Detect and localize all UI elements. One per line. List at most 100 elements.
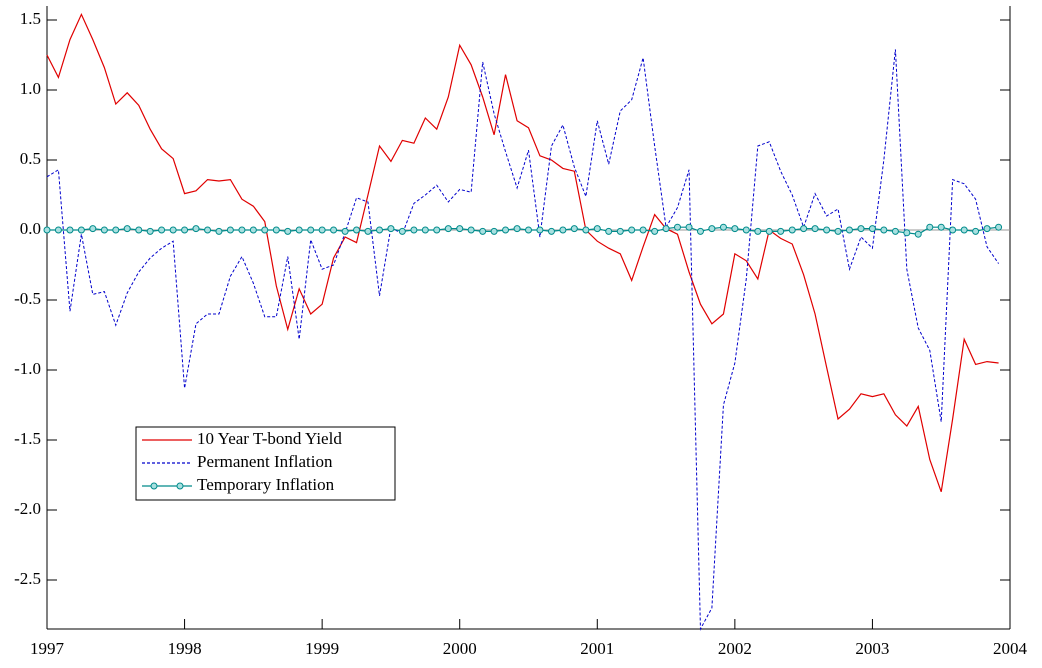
marker	[593, 225, 601, 233]
marker	[857, 225, 865, 233]
marker	[490, 227, 498, 235]
marker	[181, 226, 189, 234]
marker	[800, 225, 808, 233]
marker	[673, 223, 681, 231]
marker	[891, 227, 899, 235]
marker	[502, 226, 510, 234]
marker	[536, 226, 544, 234]
marker	[914, 230, 922, 238]
marker	[330, 226, 338, 234]
x-tick-label: 2000	[443, 639, 477, 658]
marker	[146, 227, 154, 235]
marker	[341, 227, 349, 235]
marker	[364, 227, 372, 235]
legend-label: Temporary Inflation	[197, 475, 335, 494]
marker	[696, 227, 704, 235]
marker	[639, 226, 647, 234]
y-tick-label: -1.5	[14, 429, 41, 448]
marker	[995, 223, 1003, 231]
legend-label: 10 Year T-bond Yield	[197, 429, 342, 448]
marker	[719, 223, 727, 231]
marker	[880, 226, 888, 234]
marker	[834, 227, 842, 235]
marker	[467, 226, 475, 234]
x-tick-label: 2001	[580, 639, 614, 658]
y-tick-label: -0.5	[14, 289, 41, 308]
marker	[318, 226, 326, 234]
marker	[547, 227, 555, 235]
marker	[66, 226, 74, 234]
marker	[559, 226, 567, 234]
marker	[605, 227, 613, 235]
marker	[868, 225, 876, 233]
marker	[903, 229, 911, 237]
marker	[353, 226, 361, 234]
legend-marker	[150, 482, 158, 490]
marker	[628, 226, 636, 234]
marker	[77, 226, 85, 234]
marker	[845, 226, 853, 234]
marker	[570, 225, 578, 233]
marker	[376, 226, 384, 234]
marker	[43, 226, 51, 234]
marker	[777, 227, 785, 235]
marker	[811, 225, 819, 233]
y-tick-label: 1.5	[20, 9, 41, 28]
marker	[410, 226, 418, 234]
marker	[765, 227, 773, 235]
marker	[444, 225, 452, 233]
marker	[284, 227, 292, 235]
marker	[479, 227, 487, 235]
marker	[731, 225, 739, 233]
y-tick-label: -2.0	[14, 499, 41, 518]
y-tick-label: -1.0	[14, 359, 41, 378]
marker	[960, 226, 968, 234]
marker	[238, 226, 246, 234]
marker	[525, 226, 532, 234]
marker	[421, 226, 429, 234]
marker	[926, 223, 934, 231]
y-tick-label: 0.5	[20, 149, 41, 168]
marker	[616, 227, 624, 235]
marker	[387, 225, 395, 233]
marker	[89, 225, 97, 233]
x-tick-label: 2002	[718, 639, 752, 658]
x-tick-label: 1998	[168, 639, 202, 658]
marker	[169, 226, 177, 234]
marker	[100, 226, 108, 234]
marker	[651, 227, 659, 235]
x-tick-label: 1997	[30, 639, 65, 658]
marker	[215, 227, 223, 235]
marker	[456, 225, 464, 233]
y-tick-label: 1.0	[20, 79, 41, 98]
marker	[708, 225, 716, 233]
marker	[112, 226, 120, 234]
series-line	[47, 226, 999, 235]
marker	[54, 226, 62, 234]
marker	[788, 226, 796, 234]
marker	[582, 226, 590, 234]
marker	[307, 226, 315, 234]
marker	[192, 225, 200, 233]
marker	[662, 225, 670, 233]
x-tick-label: 1999	[305, 639, 339, 658]
marker	[433, 226, 441, 234]
marker	[742, 226, 750, 234]
marker	[685, 223, 693, 231]
marker	[949, 226, 957, 234]
marker	[513, 225, 521, 233]
legend-label: Permanent Inflation	[197, 452, 333, 471]
marker	[204, 226, 212, 234]
y-tick-label: 0.0	[20, 219, 41, 238]
marker	[135, 226, 143, 234]
marker	[754, 227, 762, 235]
marker	[261, 226, 269, 234]
marker	[158, 226, 166, 234]
marker	[983, 225, 991, 233]
marker	[123, 225, 131, 233]
x-tick-label: 2004	[993, 639, 1028, 658]
marker	[823, 226, 831, 234]
y-tick-label: -2.5	[14, 569, 41, 588]
marker	[295, 226, 303, 234]
